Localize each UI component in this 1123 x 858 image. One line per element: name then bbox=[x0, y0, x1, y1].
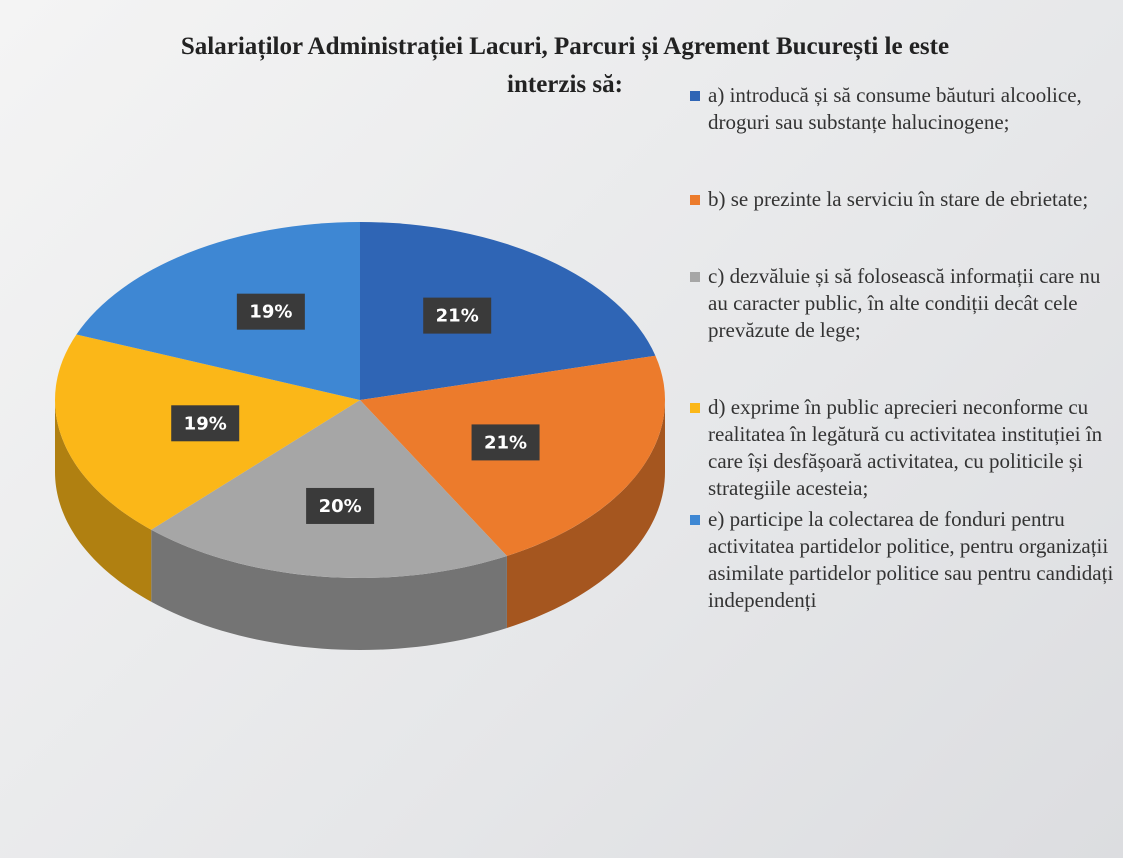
label-box bbox=[423, 297, 492, 334]
legend-item: b) se prezinte la serviciu în stare de e… bbox=[690, 186, 1120, 213]
label-box bbox=[236, 293, 305, 330]
legend-swatch bbox=[690, 195, 700, 205]
pie-side bbox=[506, 400, 665, 628]
legend-item: c) dezvăluie și să folosească informații… bbox=[690, 263, 1120, 344]
legend-label: c) dezvăluie și să folosească informații… bbox=[708, 264, 1101, 342]
data-label: 21% bbox=[484, 432, 527, 453]
legend-swatch bbox=[690, 91, 700, 101]
data-label: 19% bbox=[249, 302, 292, 323]
legend-swatch bbox=[690, 403, 700, 413]
legend-item: a) introducă și să consume băuturi alcoo… bbox=[690, 82, 1120, 136]
legend-label: d) exprime în public aprecieri neconform… bbox=[708, 395, 1103, 500]
legend-label: e) participe la colectarea de fonduri pe… bbox=[708, 507, 1114, 612]
legend-label: a) introducă și să consume băuturi alcoo… bbox=[708, 83, 1082, 134]
pie-slice bbox=[76, 222, 360, 400]
legend-label: b) se prezinte la serviciu în stare de e… bbox=[708, 187, 1089, 211]
legend-swatch bbox=[690, 515, 700, 525]
pie-side bbox=[55, 400, 152, 602]
legend: a) introducă și să consume băuturi alcoo… bbox=[690, 82, 1120, 614]
label-box bbox=[471, 424, 540, 461]
legend-swatch bbox=[690, 272, 700, 282]
chart-title: Salariaților Administrației Lacuri, Parc… bbox=[180, 33, 950, 98]
data-label: 20% bbox=[319, 496, 362, 517]
label-box bbox=[306, 487, 375, 524]
legend-item: e) participe la colectarea de fonduri pe… bbox=[690, 506, 1120, 614]
legend-item: d) exprime în public aprecieri neconform… bbox=[690, 394, 1120, 502]
data-label: 19% bbox=[184, 413, 227, 434]
pie-slice bbox=[360, 222, 656, 400]
data-label: 21% bbox=[436, 306, 479, 327]
label-box bbox=[171, 405, 240, 442]
chart: 21% 21% 20% 19% 19% bbox=[55, 222, 665, 650]
pie-side bbox=[151, 529, 507, 650]
